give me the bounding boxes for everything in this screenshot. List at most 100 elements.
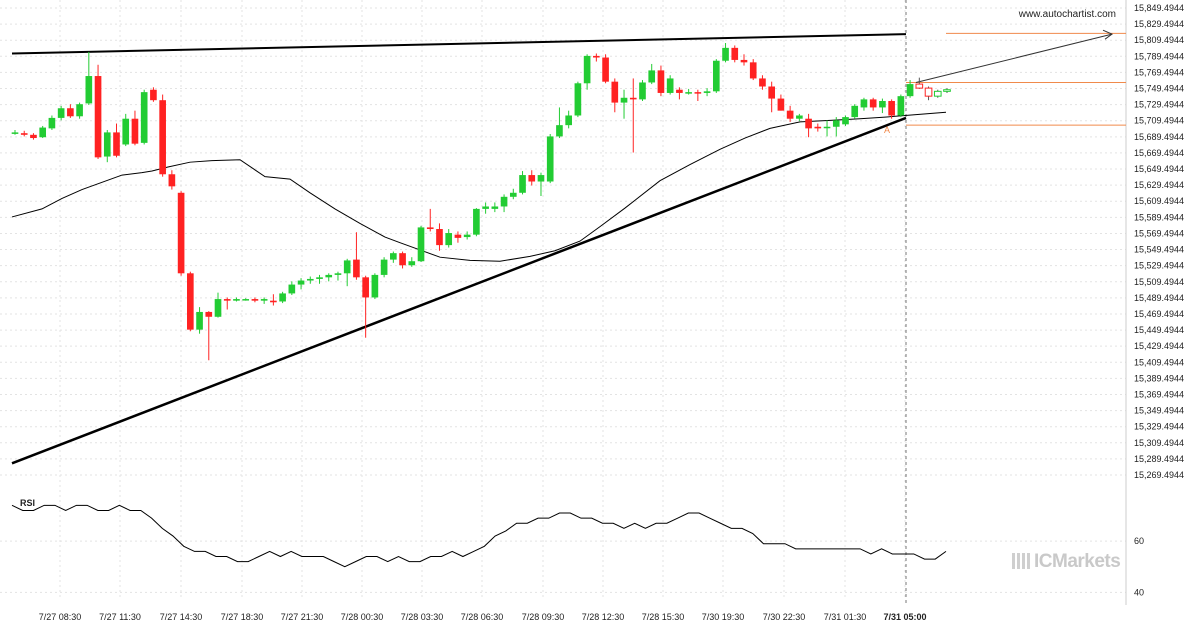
candle-body <box>371 274 379 298</box>
time-tick-label: 7/28 06:30 <box>461 612 504 622</box>
candle-body <box>343 260 351 274</box>
time-tick-label: 7/30 19:30 <box>702 612 745 622</box>
rsi-line <box>11 504 947 568</box>
candle-body <box>445 233 453 246</box>
candle-body <box>11 132 19 134</box>
candle-body <box>288 284 296 294</box>
candle-body <box>205 311 213 317</box>
candle-body <box>408 261 416 266</box>
candle-body <box>76 104 83 117</box>
candle-body <box>805 118 812 129</box>
time-axis: 7/27 08:30 7/27 11:30 7/27 14:30 7/27 18:30… <box>39 612 927 622</box>
candle-body <box>740 59 748 63</box>
price-tick-label: 15,569.4944 <box>1134 228 1184 238</box>
candle-body <box>251 299 259 301</box>
candle-body <box>362 277 369 298</box>
candle-body <box>168 174 176 187</box>
candle-body <box>749 62 757 79</box>
time-tick-label: 7/27 21:30 <box>281 612 324 622</box>
candle-body <box>860 99 868 108</box>
candle-body <box>473 208 480 235</box>
candle-body <box>380 259 388 275</box>
price-tick-label: 15,389.4944 <box>1134 373 1184 383</box>
resistance-trendline <box>11 33 907 55</box>
price-tick-label: 15,409.4944 <box>1134 357 1184 367</box>
candle-body <box>140 92 148 143</box>
candle-body <box>869 99 877 108</box>
candle-body <box>537 175 545 182</box>
candle-body <box>796 115 803 119</box>
candle-body <box>611 81 619 103</box>
time-tick-label: 7/28 09:30 <box>522 612 565 622</box>
candle-body <box>528 175 536 182</box>
candle-body <box>556 125 563 137</box>
price-tick-label: 15,429.4944 <box>1134 341 1184 351</box>
candle-body <box>85 76 93 104</box>
candle-body <box>768 86 775 99</box>
candle-body <box>482 206 489 209</box>
candles <box>11 43 951 361</box>
price-tick-label: 15,529.4944 <box>1134 261 1184 271</box>
candle-body <box>131 118 139 144</box>
time-tick-label: 7/28 00:30 <box>341 612 384 622</box>
candle-body <box>223 299 231 301</box>
price-tick-label: 15,689.4944 <box>1134 132 1184 142</box>
price-tick-label: 15,589.4944 <box>1134 212 1184 222</box>
time-tick-label: 7/28 03:30 <box>401 612 444 622</box>
price-tick-label: 15,269.4944 <box>1134 470 1184 480</box>
price-tick-label: 15,289.4944 <box>1134 454 1184 464</box>
candle-body <box>150 89 157 101</box>
candle-body <box>242 299 250 301</box>
pattern-label: A <box>884 125 891 135</box>
candle-body <box>159 100 166 175</box>
price-tick-label: 15,849.4944 <box>1134 3 1184 13</box>
candle-body <box>20 133 28 135</box>
candle-body <box>30 134 37 139</box>
candle-body <box>888 100 895 116</box>
price-tick-label: 15,489.4944 <box>1134 293 1184 303</box>
candle-body <box>214 299 222 317</box>
candle-body <box>196 311 203 330</box>
price-tick-label: 15,369.4944 <box>1134 389 1184 399</box>
support-trendline <box>11 116 907 465</box>
price-tick-label: 15,349.4944 <box>1134 406 1184 416</box>
candle-body <box>759 78 766 87</box>
candle-body <box>851 105 859 118</box>
time-tick-label: 7/31 05:00 <box>883 612 926 622</box>
candle-body <box>316 277 323 279</box>
candle-body <box>122 118 130 145</box>
price-tick-label: 15,309.4944 <box>1134 438 1184 448</box>
candle-body <box>426 227 434 230</box>
rsi-series <box>11 504 947 568</box>
candle-body <box>233 299 240 301</box>
price-tick-label: 15,469.4944 <box>1134 309 1184 319</box>
price-tick-label: 15,809.4944 <box>1134 35 1184 45</box>
candle-body <box>113 132 120 156</box>
price-tick-label: 15,829.4944 <box>1134 19 1184 29</box>
candle-body <box>694 92 702 94</box>
brand-bars-icon <box>1012 553 1032 569</box>
candle-body <box>509 192 517 197</box>
candle-body <box>648 70 656 83</box>
candle-body <box>879 100 886 108</box>
rsi-tick-label: 40 <box>1134 587 1144 597</box>
projection-arrow-line <box>915 33 1113 83</box>
rsi-label: RSI <box>20 498 36 508</box>
candle-body <box>722 47 729 61</box>
time-tick-label: 7/28 15:30 <box>642 612 685 622</box>
time-tick-label: 7/27 14:30 <box>160 612 203 622</box>
candle-body <box>519 175 526 193</box>
candle-body <box>306 278 314 281</box>
candle-body <box>57 108 65 118</box>
candle-body <box>565 115 572 126</box>
candle-body <box>177 192 185 274</box>
candle-body <box>786 110 794 119</box>
candle-body <box>67 108 74 117</box>
candle-body <box>353 259 360 278</box>
candle-body <box>325 274 333 278</box>
candle-body <box>436 229 443 246</box>
time-tick-label: 7/27 08:30 <box>39 612 82 622</box>
candle-body <box>639 82 646 100</box>
candle-body <box>832 120 840 127</box>
